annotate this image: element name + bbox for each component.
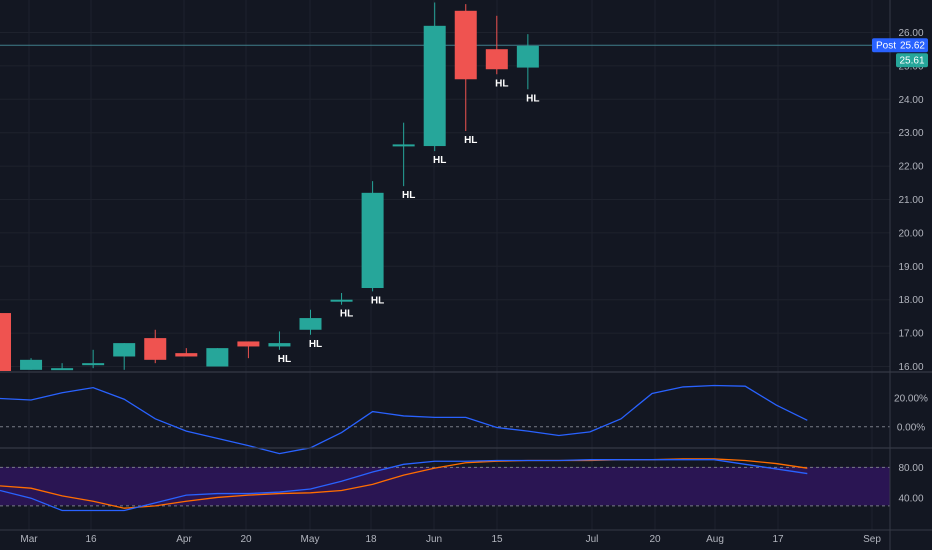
x-tick-label: Jun xyxy=(426,534,442,545)
x-tick-label: Sep xyxy=(863,534,881,545)
hl-label: HL xyxy=(495,78,508,89)
candle-body xyxy=(516,45,539,68)
candle-body xyxy=(485,49,508,70)
post-badge xyxy=(872,38,928,53)
hl-label: HL xyxy=(526,93,539,104)
post-badge-value: 25.62 xyxy=(900,41,925,52)
hl-label: HL xyxy=(433,155,446,166)
x-tick-label: Jul xyxy=(586,534,599,545)
x-tick-label: 17 xyxy=(772,534,784,545)
candle-body xyxy=(82,363,105,366)
hl-label: HL xyxy=(309,339,322,350)
close-badge xyxy=(896,53,928,68)
y-tick-label: 23.00 xyxy=(898,128,923,139)
y-tick-label: 24.00 xyxy=(898,95,923,106)
y-tick-label: 16.00 xyxy=(898,362,923,373)
candle-body xyxy=(268,343,291,347)
y-tick-label: 17.00 xyxy=(898,329,923,340)
candle-body xyxy=(51,368,74,371)
hl-labels: HL HL HL HL HL HL HL HL HL xyxy=(278,78,540,365)
indicator-2-tick: 40.00 xyxy=(898,494,923,505)
y-tick-label: 19.00 xyxy=(898,262,923,273)
x-tick-label: 16 xyxy=(85,534,97,545)
hl-label: HL xyxy=(278,354,291,365)
price-badges: Post 25.62 25.61 xyxy=(872,38,928,68)
x-tick-label: Aug xyxy=(706,534,724,545)
indicator-pane-2 xyxy=(0,458,808,512)
y-tick-label: 26.00 xyxy=(898,28,923,39)
candle-body xyxy=(144,338,167,360)
x-tick-label: May xyxy=(301,534,320,545)
candle-body xyxy=(113,343,136,357)
x-tick-label: 20 xyxy=(649,534,661,545)
hl-label: HL xyxy=(340,309,353,320)
indicator-1-line xyxy=(0,384,808,455)
x-tick-label: 18 xyxy=(365,534,377,545)
candle-body xyxy=(361,192,384,289)
close-badge-value: 25.61 xyxy=(899,56,924,67)
x-tick-label: Apr xyxy=(176,534,192,545)
candle-body xyxy=(330,299,353,302)
y-tick-label: 18.00 xyxy=(898,295,923,306)
rsi-band xyxy=(0,466,890,507)
post-badge-label: Post xyxy=(876,41,896,52)
candle-body xyxy=(454,10,477,80)
indicator-2-main-line xyxy=(0,459,808,512)
candle-body xyxy=(423,25,446,147)
candle-body xyxy=(20,359,43,370)
candle-body xyxy=(206,348,229,367)
hl-label: HL xyxy=(464,135,477,146)
candles xyxy=(0,2,539,371)
hl-label: HL xyxy=(402,190,415,201)
indicator-2-tick: 80.00 xyxy=(898,463,923,474)
candle-body xyxy=(175,353,198,357)
y-tick-label: 20.00 xyxy=(898,228,923,239)
indicator-1-tick: 0.00% xyxy=(897,422,925,433)
indicator-1-tick: 20.00% xyxy=(894,393,928,404)
y-tick-label: 21.00 xyxy=(898,195,923,206)
axes: Mar 16 Apr 20 May 18 Jun 15 Jul 20 Aug 17 Sep 16.00 17… xyxy=(20,28,928,545)
rsi-band-fill xyxy=(0,466,890,506)
candle-body xyxy=(237,341,260,347)
x-tick-label: 20 xyxy=(240,534,252,545)
x-tick-label: 15 xyxy=(491,534,503,545)
candle-body xyxy=(299,318,322,330)
indicator-pane-1 xyxy=(0,384,890,455)
x-tick-label: Mar xyxy=(20,534,38,545)
candle-body xyxy=(0,313,11,371)
hl-label: HL xyxy=(371,295,384,306)
candle-body xyxy=(392,144,415,147)
y-tick-label: 22.00 xyxy=(898,162,923,173)
